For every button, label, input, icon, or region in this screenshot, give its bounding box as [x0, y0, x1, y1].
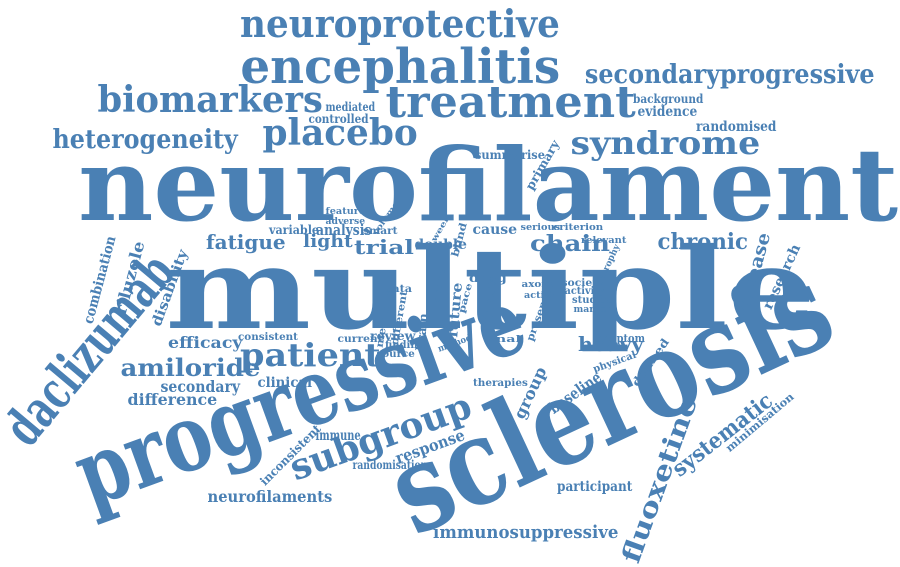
word: relevant [580, 235, 626, 246]
word: heavy [577, 332, 643, 356]
word: mediated [324, 100, 375, 114]
word: evidence [636, 104, 697, 120]
word: consistent [238, 332, 298, 343]
word: fatigue [206, 230, 286, 254]
word: clinical [257, 375, 313, 391]
word: double [414, 237, 467, 253]
word: active [524, 290, 556, 301]
word: studies [572, 295, 613, 306]
word: encephalitis [239, 39, 560, 95]
word: drug [469, 271, 507, 285]
word: brain [413, 312, 431, 352]
word: trial [354, 235, 414, 259]
word: heterogeneity [52, 125, 238, 155]
word: secondary [159, 377, 240, 396]
word: analysis [315, 220, 371, 239]
word: review [369, 329, 415, 343]
word: chronic [656, 229, 748, 255]
word: chain [530, 231, 610, 257]
word: serious [520, 222, 560, 233]
word: neurofilament [78, 126, 899, 244]
word: syndrome [569, 124, 760, 162]
word: adverse [324, 216, 365, 227]
word: light [302, 231, 353, 252]
word: final [485, 334, 521, 345]
word: summarise [474, 148, 545, 162]
word: amiloride [120, 353, 260, 382]
word: smart [362, 226, 398, 237]
word: biomarkers [97, 79, 323, 121]
word: therapies [472, 378, 528, 389]
word: cause [472, 222, 518, 238]
word: background [633, 92, 704, 106]
word: source [375, 349, 415, 360]
word: neuroprotective [240, 1, 560, 46]
word: finding [385, 340, 425, 351]
word: axonal [520, 279, 560, 290]
word: patient [239, 336, 381, 374]
word: symptom [594, 331, 645, 345]
word: immune [315, 428, 361, 444]
word: secondaryprogressive [584, 60, 875, 90]
word: multiple [164, 224, 815, 355]
word: difference [126, 390, 217, 409]
word: controlled [307, 112, 369, 126]
word: immunosuppressive [432, 522, 618, 543]
word: treatment [385, 77, 636, 128]
word: neurofilaments [207, 487, 333, 506]
word: randomised [696, 119, 777, 135]
word: randomisation [352, 458, 428, 472]
word: data [384, 284, 412, 295]
word: activity [563, 286, 605, 297]
word: variable [268, 223, 320, 237]
word: marker [573, 304, 611, 315]
word: feature [325, 206, 365, 217]
word: efficacy [167, 333, 243, 352]
word: placebo [262, 112, 418, 154]
word: current [337, 334, 383, 345]
word: criterion [552, 222, 604, 233]
word: society [560, 278, 603, 289]
word: participant [556, 479, 632, 495]
